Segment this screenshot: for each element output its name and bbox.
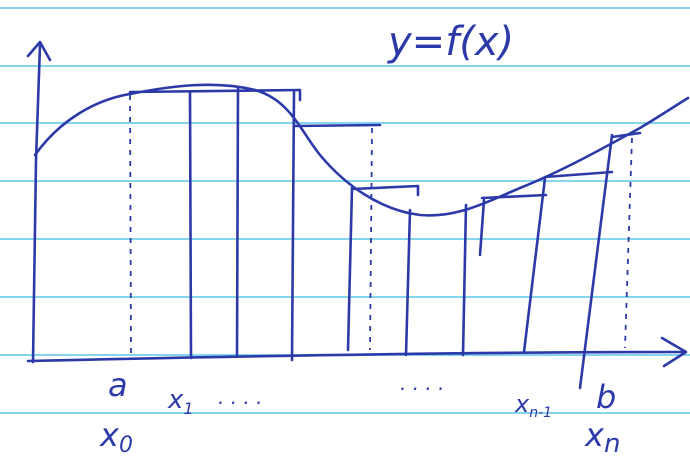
label-a: a bbox=[108, 366, 128, 404]
base: x bbox=[167, 385, 184, 415]
label-xn-1: xn-1 bbox=[514, 390, 552, 421]
base: x bbox=[584, 416, 605, 454]
label-x1: x1 bbox=[167, 385, 194, 418]
base: x bbox=[99, 416, 120, 454]
sub: 1 bbox=[183, 399, 193, 418]
label-x0: x0 bbox=[99, 416, 133, 457]
axes bbox=[28, 42, 686, 366]
sub: n-1 bbox=[529, 405, 552, 421]
sub: n bbox=[604, 429, 620, 457]
dots: . . . . bbox=[218, 385, 263, 409]
rectangles bbox=[130, 88, 640, 388]
label-xn: xn bbox=[584, 416, 620, 457]
label-b: b bbox=[596, 378, 616, 416]
sub: 0 bbox=[119, 433, 133, 457]
curve bbox=[35, 85, 688, 216]
title: y=f(x) bbox=[387, 19, 514, 65]
dots: . . . . bbox=[400, 371, 445, 395]
diagram: y=f(x) a x0 x1 . . . . . . . . xn-1 b xn bbox=[0, 0, 690, 457]
base: x bbox=[514, 390, 530, 418]
